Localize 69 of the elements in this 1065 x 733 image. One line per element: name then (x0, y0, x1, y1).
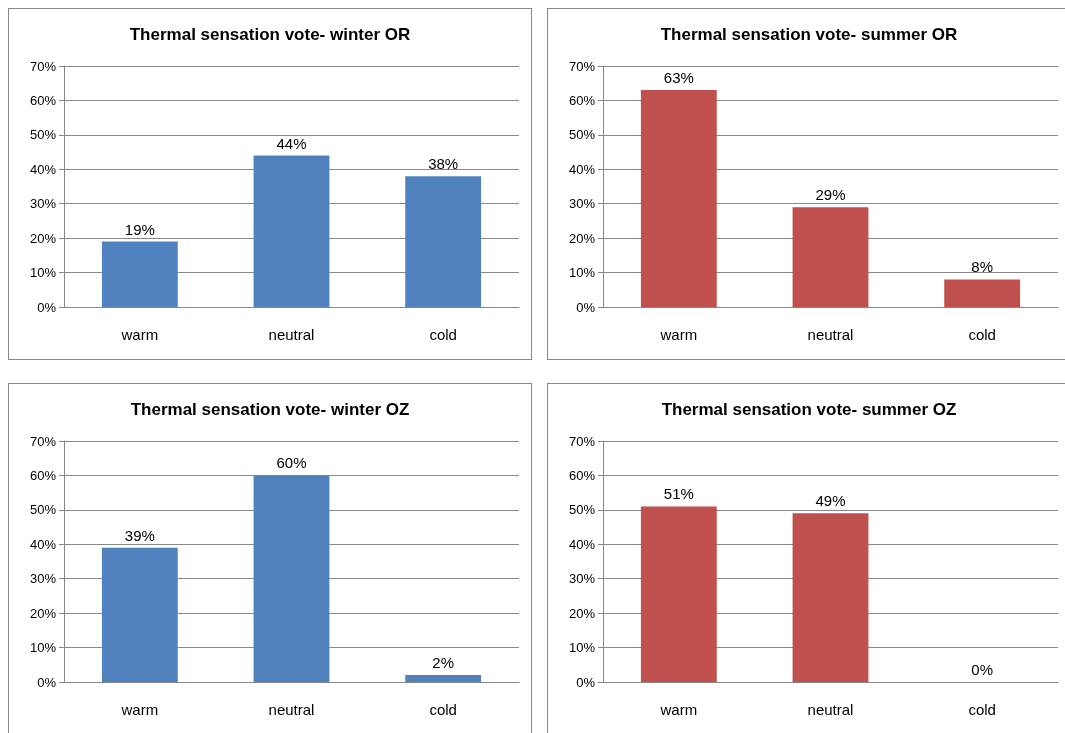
x-tick-label: cold (968, 326, 996, 343)
y-tick-label: 20% (29, 605, 57, 621)
bar (101, 547, 178, 682)
data-label: 51% (663, 485, 694, 503)
y-tick-label: 20% (29, 230, 57, 246)
y-tick-label: 10% (29, 640, 57, 656)
y-tick-label: 70% (568, 58, 596, 74)
y-tick-label: 30% (568, 571, 596, 587)
data-label: 44% (276, 134, 307, 152)
bar (405, 675, 482, 682)
x-tick-label: cold (968, 701, 996, 718)
x-tick-label: cold (429, 701, 457, 718)
data-label: 8% (971, 258, 994, 276)
chart-title: Thermal sensation vote- winter OR (129, 25, 411, 44)
x-tick-label: warm (659, 326, 698, 343)
bar (944, 279, 1021, 307)
y-tick-label: 70% (29, 433, 57, 449)
x-tick-label: warm (120, 701, 159, 718)
x-tick-label: neutral (807, 701, 854, 718)
y-tick-label: 70% (568, 433, 596, 449)
data-label: 19% (124, 220, 155, 238)
y-tick-label: 10% (568, 640, 596, 656)
y-tick-label: 40% (568, 161, 596, 177)
data-label: 39% (124, 526, 155, 544)
bar (792, 207, 869, 307)
y-tick-label: 60% (568, 467, 596, 483)
y-tick-label: 0% (37, 674, 57, 690)
chart-title: Thermal sensation vote- summer OZ (661, 400, 957, 419)
data-label: 38% (428, 155, 459, 173)
bar (405, 176, 482, 307)
bar (253, 475, 330, 682)
y-tick-label: 30% (29, 196, 57, 212)
chart-title: Thermal sensation vote- winter OZ (130, 400, 410, 419)
y-tick-label: 50% (29, 502, 57, 518)
y-tick-label: 50% (568, 127, 596, 143)
y-tick-label: 0% (37, 299, 57, 315)
data-label: 60% (276, 454, 307, 472)
y-tick-label: 10% (29, 265, 57, 281)
y-tick-label: 70% (29, 58, 57, 74)
x-tick-label: warm (659, 701, 698, 718)
y-tick-label: 60% (29, 92, 57, 108)
y-tick-label: 10% (568, 265, 596, 281)
x-tick-label: neutral (807, 326, 854, 343)
y-tick-label: 50% (29, 127, 57, 143)
y-tick-label: 40% (29, 536, 57, 552)
y-tick-label: 40% (568, 536, 596, 552)
data-label: 49% (815, 492, 846, 510)
data-label: 2% (432, 654, 455, 672)
y-tick-label: 20% (568, 230, 596, 246)
y-tick-label: 40% (29, 161, 57, 177)
y-tick-label: 50% (568, 502, 596, 518)
y-tick-label: 60% (29, 467, 57, 483)
data-label: 63% (663, 69, 694, 87)
y-tick-label: 20% (568, 605, 596, 621)
x-tick-label: cold (429, 326, 457, 343)
bar (253, 155, 330, 307)
bar (101, 241, 178, 307)
x-tick-label: neutral (268, 701, 315, 718)
x-tick-label: warm (120, 326, 159, 343)
y-tick-label: 0% (576, 299, 596, 315)
bar (640, 90, 717, 307)
x-tick-label: neutral (268, 326, 315, 343)
y-tick-label: 30% (568, 196, 596, 212)
y-tick-label: 30% (29, 571, 57, 587)
chart-title: Thermal sensation vote- summer OR (660, 25, 958, 44)
y-tick-label: 0% (576, 674, 596, 690)
data-label: 29% (815, 186, 846, 204)
data-label: 0% (971, 661, 994, 678)
y-tick-label: 60% (568, 92, 596, 108)
